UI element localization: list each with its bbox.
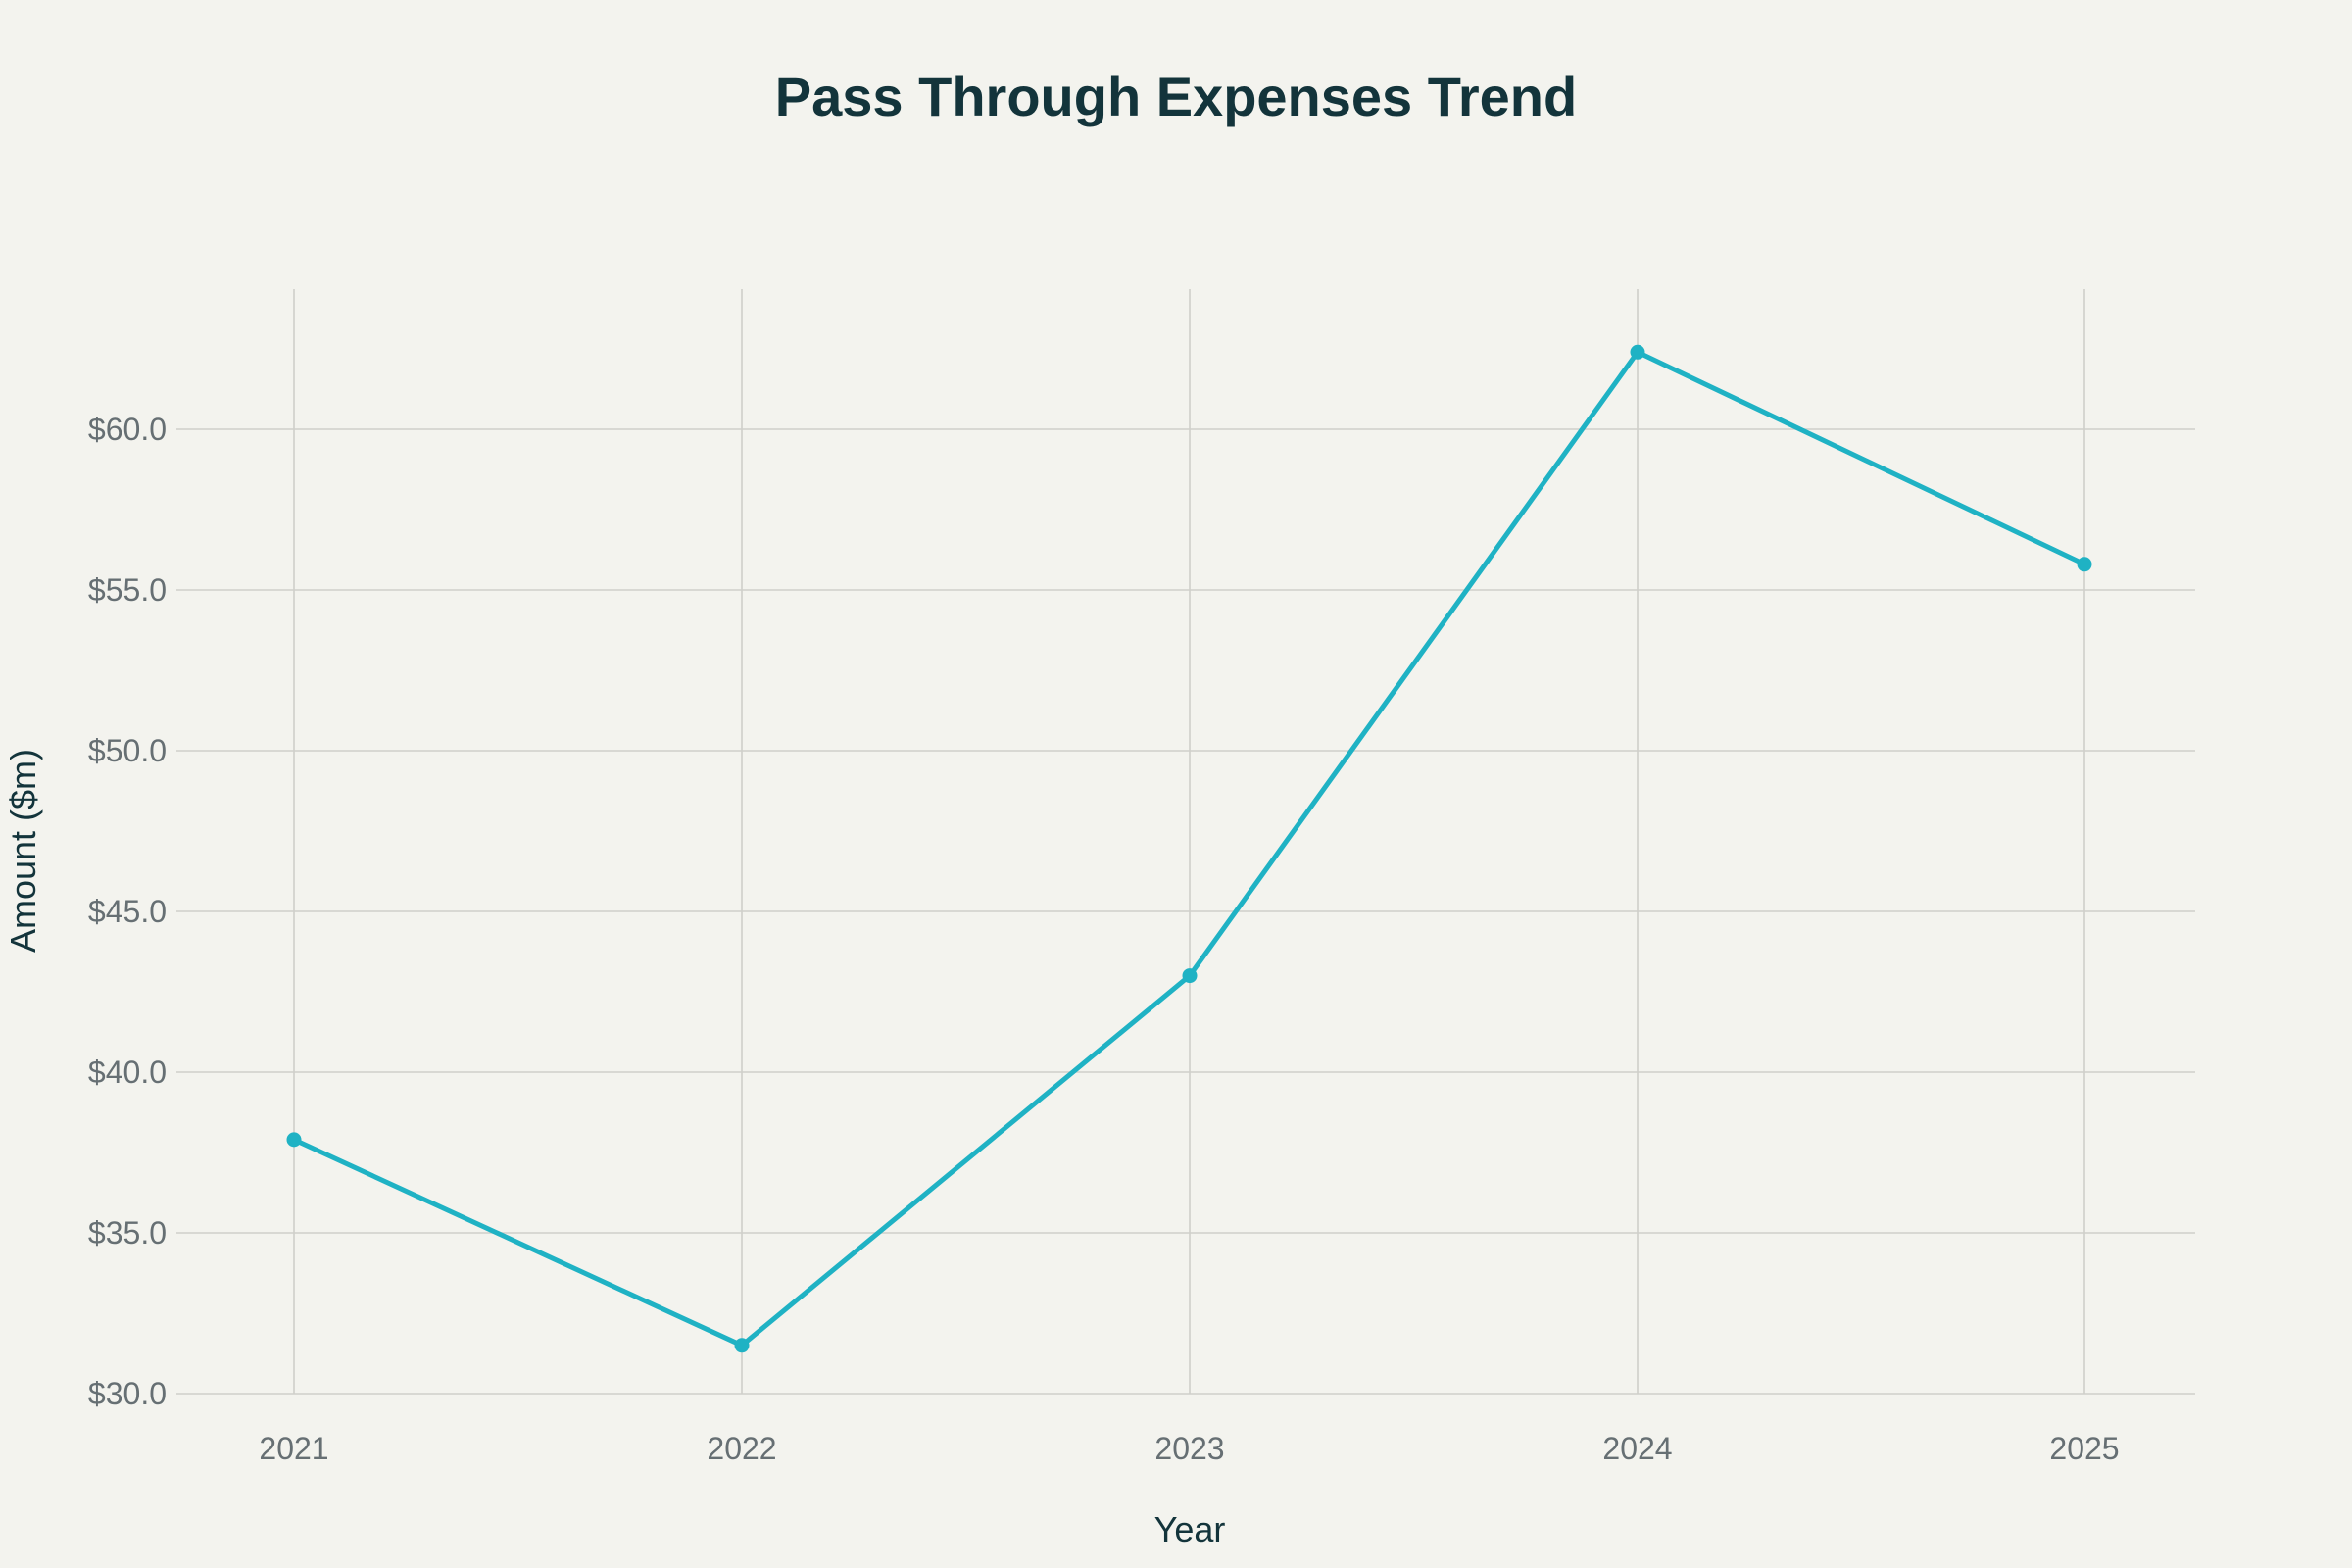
y-tick-label: $30.0 bbox=[88, 1376, 167, 1411]
data-point bbox=[734, 1338, 750, 1353]
x-axis-title: Year bbox=[1154, 1509, 1226, 1549]
y-tick-label: $50.0 bbox=[88, 733, 167, 768]
y-tick-label: $60.0 bbox=[88, 412, 167, 447]
y-tick-label: $40.0 bbox=[88, 1054, 167, 1090]
data-point bbox=[1630, 344, 1645, 360]
x-tick-label: 2023 bbox=[1154, 1431, 1224, 1466]
chart-title: Pass Through Expenses Trend bbox=[775, 66, 1577, 127]
x-tick-label: 2024 bbox=[1602, 1431, 1672, 1466]
y-tick-label: $35.0 bbox=[88, 1215, 167, 1250]
data-point bbox=[286, 1132, 302, 1148]
y-axis-title: Amount ($m) bbox=[3, 749, 43, 953]
x-tick-label: 2022 bbox=[707, 1431, 776, 1466]
data-point bbox=[1182, 968, 1198, 984]
data-point bbox=[2077, 557, 2092, 572]
tick-layer: $30.0 $35.0 $40.0 $45.0 $50.0 $55.0 $60.0 2021 2… bbox=[88, 412, 2120, 1466]
y-tick-label: $45.0 bbox=[88, 894, 167, 929]
grid-layer bbox=[176, 289, 2195, 1395]
x-tick-label: 2021 bbox=[259, 1431, 328, 1466]
x-tick-label: 2025 bbox=[2049, 1431, 2119, 1466]
series-layer bbox=[286, 344, 2092, 1353]
y-tick-label: $55.0 bbox=[88, 572, 167, 608]
